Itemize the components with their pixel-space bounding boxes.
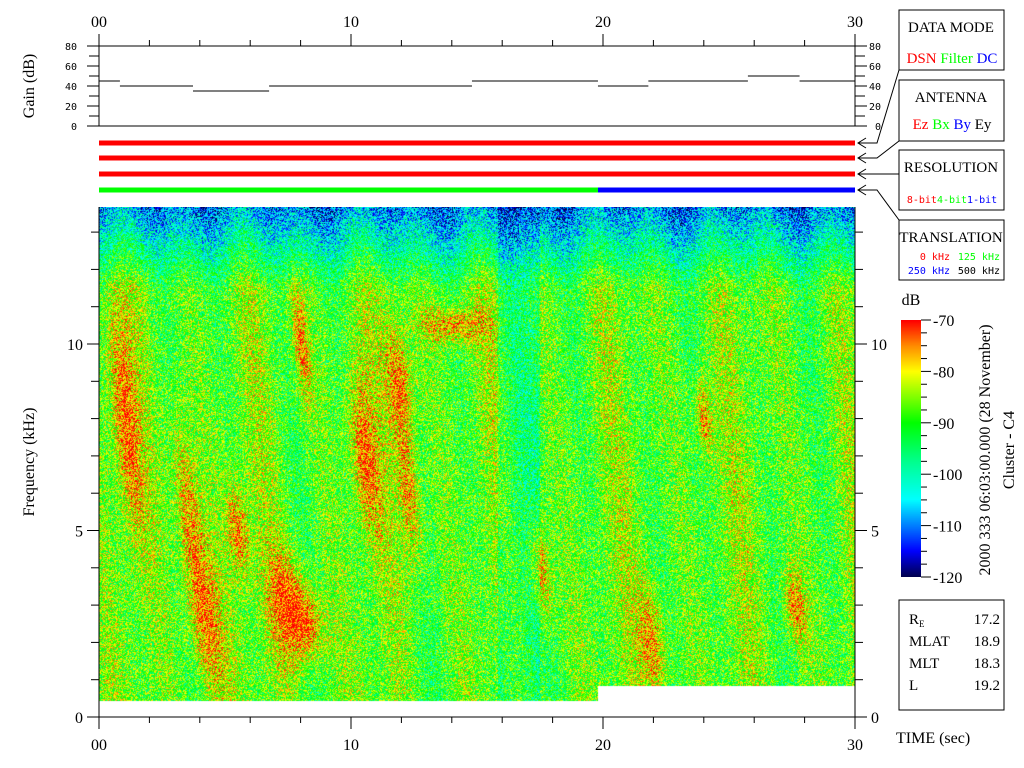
freq-tick-label-left: 10 <box>67 337 83 354</box>
freq-tick-label-left: 5 <box>75 524 83 541</box>
freq-tick-label-right: 10 <box>871 337 887 354</box>
gain-tick-label-right: 80 <box>869 42 881 53</box>
antenna-box <box>898 79 1005 142</box>
spectrogram-heatmap <box>99 207 855 717</box>
legend-item: Ez <box>913 117 929 133</box>
colorbar-tick-label: -70 <box>933 313 954 330</box>
legend-items: DSN Filter DC <box>907 51 998 67</box>
colorbar-tick-label: -90 <box>933 416 954 433</box>
orbit-info-value: 19.2 <box>974 678 1000 694</box>
orbit-info-label: L <box>909 678 918 694</box>
resolution-title: RESOLUTION <box>904 160 998 176</box>
legend-item: Bx <box>928 117 950 133</box>
data-mode-title: DATA MODE <box>908 20 994 36</box>
freq-tick-label-left: 0 <box>75 710 83 727</box>
connector-line <box>858 69 900 144</box>
orbit-info-box: RE 17.2 MLAT 18.9 MLT 18.3 L 19.2 <box>898 599 1005 711</box>
colorbar-tick-label: -100 <box>933 467 962 484</box>
translation-box <box>898 219 1005 281</box>
gain-tick-label-right: 60 <box>869 62 881 73</box>
orbit-info-sub: E <box>919 619 925 629</box>
legend-boxes: DATA MODE DSN Filter DC ANTENNA Ez Bx By Ey… <box>898 9 1005 281</box>
translation-title: TRANSLATION <box>899 230 1002 246</box>
colorbar-tick-label: -110 <box>933 519 962 536</box>
legend-item: DC <box>973 51 998 67</box>
plot-area <box>99 207 855 717</box>
resolution-box <box>898 149 1005 211</box>
gain-tick-label-left: 20 <box>65 102 77 113</box>
status-bar-segment <box>597 187 855 193</box>
status-bar-segment <box>99 187 598 193</box>
legend-item: By <box>950 117 972 133</box>
gain-tick-label-right: 0 <box>875 122 881 133</box>
orbit-info-value: 18.9 <box>974 634 1000 650</box>
time-tick-label-bottom: 10 <box>343 737 359 754</box>
spacecraft-label: Cluster - C4 <box>1001 411 1018 489</box>
orbit-info-value: 17.2 <box>974 612 1000 628</box>
status-bars <box>99 69 900 221</box>
orbit-info-value: 18.3 <box>974 656 1000 672</box>
legend-item: 1-bit <box>967 195 997 206</box>
time-tick-label-top: 20 <box>595 14 611 31</box>
legend-item: DSN <box>907 51 937 67</box>
data-mode-box <box>898 9 1005 71</box>
connector-line <box>858 140 900 159</box>
connector-line <box>858 189 900 221</box>
gain-tick-label-right: 40 <box>869 82 881 93</box>
legend-item: 4-bit <box>937 195 967 206</box>
legend-item: 250 kHz <box>908 266 950 277</box>
legend-item: 8-bit <box>907 195 937 206</box>
time-tick-label-top: 30 <box>847 14 863 31</box>
freq-tick-label-right: 0 <box>871 710 879 727</box>
gain-tick-label-left: 60 <box>65 62 77 73</box>
colorbar-tick-label: -120 <box>933 570 962 587</box>
gain-tick-label-left: 80 <box>65 42 77 53</box>
gain-tick-label-left: 0 <box>71 122 77 133</box>
status-bar-segment <box>99 155 855 161</box>
gain-tick-label-left: 40 <box>65 82 77 93</box>
time-tick-label-bottom: 30 <box>847 737 863 754</box>
antenna-title: ANTENNA <box>915 90 988 106</box>
colorbar <box>901 320 921 577</box>
legend-items: Ez Bx By Ey <box>913 117 992 133</box>
orbit-info-label: MLAT <box>909 634 950 650</box>
time-tick-label-bottom: 20 <box>595 737 611 754</box>
status-bar-segment <box>99 171 855 177</box>
status-bar-segment <box>99 140 855 146</box>
legend-item: Filter <box>937 51 973 67</box>
orbit-info-label: MLT <box>909 656 939 672</box>
spectrogram-axes: Frequency (kHz) TIME (sec) dB 2000 333 0… <box>21 207 1018 754</box>
frequency-axis-label: Frequency (kHz) <box>21 408 38 517</box>
legend-item: 125 kHz <box>958 252 1000 263</box>
time-axis-label: TIME (sec) <box>896 730 970 747</box>
legend-item: 0 kHz <box>920 252 950 263</box>
time-tick-label-top: 10 <box>343 14 359 31</box>
gain-axis-label: Gain (dB) <box>21 54 38 118</box>
time-tick-label-top: 00 <box>91 14 107 31</box>
gain-tick-label-right: 20 <box>869 102 881 113</box>
colorbar-tick-label: -80 <box>933 364 954 381</box>
legend-items: 8-bit4-bit1-bit <box>907 195 997 206</box>
time-tick-label-bottom: 00 <box>91 737 107 754</box>
legend-item: Ey <box>971 117 992 133</box>
colorbar-label: dB <box>902 292 921 309</box>
freq-tick-label-right: 5 <box>871 524 879 541</box>
legend-item: 500 kHz <box>958 266 1000 277</box>
orbit-info-label: RE <box>909 612 925 629</box>
timestamp-label: 2000 333 06:03:00.000 (28 November) <box>977 324 994 575</box>
